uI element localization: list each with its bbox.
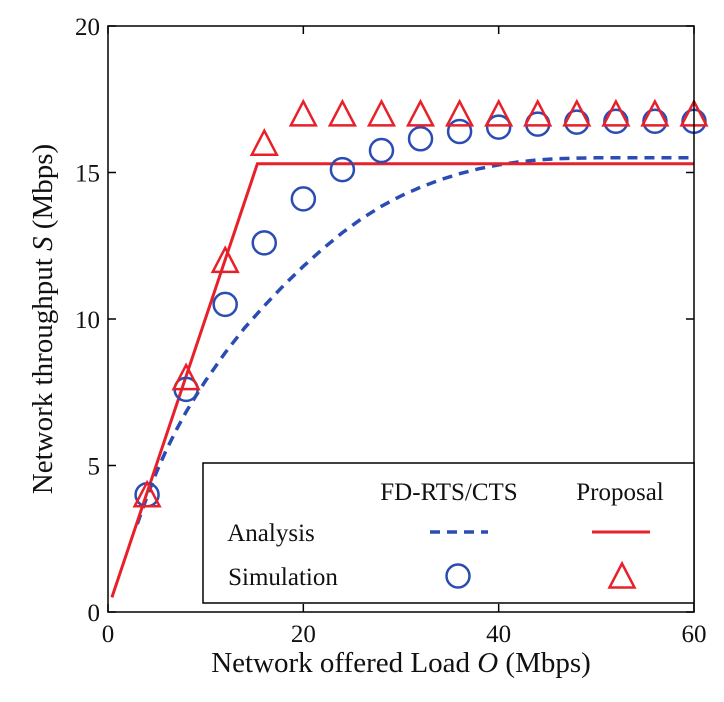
point-fd-rts-cts-simulation-6: [368, 137, 395, 164]
point-proposal-simulation-0: [132, 479, 162, 508]
y-tick-label-20: 20: [75, 14, 100, 41]
series-line-fd-rts-cts-analysis: [135, 156, 694, 525]
point-proposal-simulation-5: [327, 98, 357, 127]
point-proposal-simulation-3: [249, 127, 279, 156]
y-axis-label: Network throughput S (Mbps): [27, 144, 59, 494]
point-fd-rts-cts-simulation-3: [251, 230, 278, 256]
legend-col-header-proposal: Proposal: [576, 479, 664, 506]
point-fd-rts-cts-simulation-9: [485, 114, 512, 140]
point-proposal-simulation-2: [210, 245, 240, 274]
point-fd-rts-cts-simulation-12: [603, 108, 629, 134]
point-proposal-simulation-4: [288, 98, 318, 127]
y-axis-label-suffix: (Mbps): [27, 144, 59, 237]
legend: FD-RTS/CTS Proposal Analysis Simulation: [202, 462, 695, 604]
point-proposal-simulation-1: [171, 362, 201, 391]
point-fd-rts-cts-simulation-5: [329, 156, 356, 183]
point-proposal-simulation-9: [484, 98, 514, 127]
point-proposal-simulation-12: [601, 98, 631, 127]
series-line-proposal-analysis: [110, 162, 694, 598]
x-tick-label-20: 20: [291, 621, 316, 648]
point-fd-rts-cts-simulation-2: [212, 291, 238, 318]
point-proposal-simulation-10: [523, 98, 553, 127]
legend-swatch-proposal-simulation: [607, 560, 637, 589]
y-axis-label-prefix: Network throughput: [27, 251, 59, 494]
point-fd-rts-cts-simulation-13: [642, 108, 668, 134]
x-axis-label-var: O: [477, 647, 498, 679]
x-axis-label-prefix: Network offered Load: [211, 647, 477, 679]
x-axis-label-suffix: (Mbps): [498, 647, 591, 679]
y-tick-label-0: 0: [88, 600, 101, 627]
x-tick-label-40: 40: [486, 621, 511, 648]
x-tick-label-0: 0: [102, 621, 115, 648]
legend-col-header-fd-rts-cts: FD-RTS/CTS: [380, 479, 517, 506]
y-tick-label-15: 15: [75, 161, 100, 188]
point-proposal-simulation-11: [562, 98, 592, 127]
x-tick-label-60: 60: [682, 621, 707, 648]
point-fd-rts-cts-simulation-8: [446, 118, 473, 145]
point-proposal-simulation-13: [640, 98, 670, 127]
point-proposal-simulation-8: [445, 98, 475, 127]
y-axis-label-var: S: [27, 236, 59, 251]
point-proposal-simulation-7: [405, 98, 436, 127]
point-proposal-simulation-6: [366, 98, 397, 127]
point-fd-rts-cts-simulation-4: [290, 186, 317, 212]
ticks-layer: 0 20 40 60 0 5 10 15 20: [75, 14, 707, 648]
series-layer: [110, 98, 709, 598]
point-fd-rts-cts-simulation-11: [564, 109, 590, 135]
x-axis-label: Network offered Load O (Mbps): [211, 647, 591, 679]
y-tick-label-5: 5: [88, 454, 101, 481]
legend-row-label-simulation: Simulation: [228, 564, 338, 591]
legend-swatch-fd-rts-cts-simulation: [445, 563, 471, 589]
point-fd-rts-cts-simulation-7: [407, 126, 434, 152]
y-tick-label-10: 10: [75, 307, 100, 334]
legend-row-label-analysis: Analysis: [227, 520, 315, 547]
